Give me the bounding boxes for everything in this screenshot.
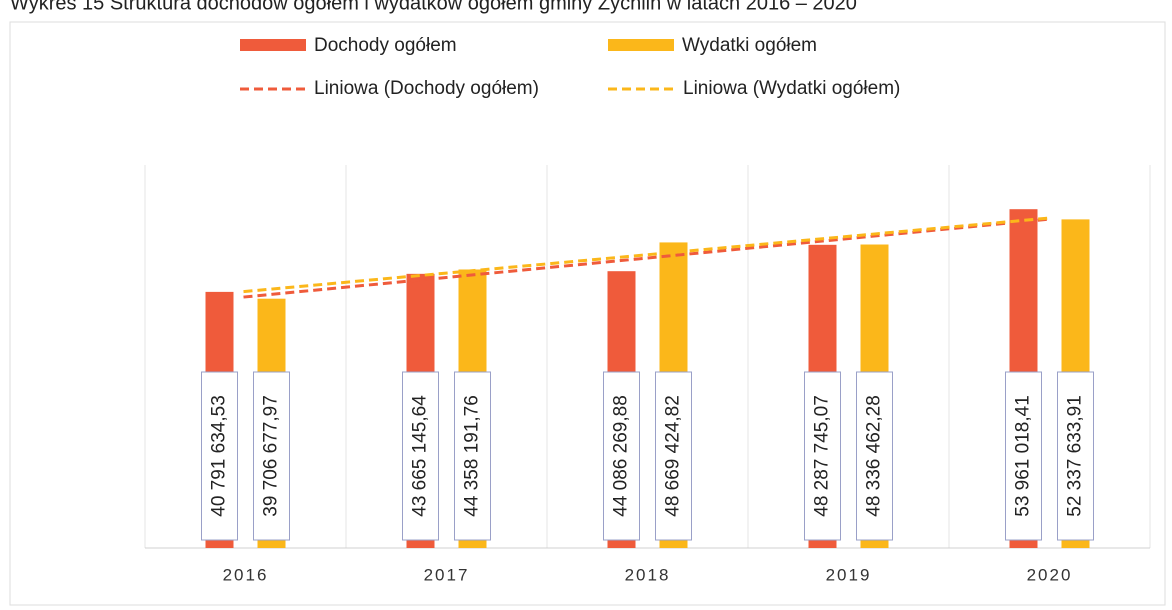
value-label-box [201,371,238,541]
x-tick-label: 2017 [424,565,470,584]
value-label-box [603,371,640,541]
value-label: 44 086 269,88 [611,395,632,517]
value-label-box [454,371,491,541]
value-label-box [1057,371,1094,541]
value-label: 52 337 633,91 [1065,395,1086,517]
value-label: 53 961 018,41 [1013,395,1034,517]
value-label-box [804,371,841,541]
value-label: 40 791 634,53 [209,395,230,517]
value-label-box [253,371,290,541]
value-label: 48 336 462,28 [864,395,885,517]
x-tick-label: 2019 [826,565,872,584]
legend-label: Dochody ogółem [314,35,457,56]
value-label: 43 665 145,64 [410,395,431,517]
legend-label: Wydatki ogółem [682,35,817,56]
value-label: 39 706 677,97 [261,395,282,517]
x-tick-label: 2016 [223,565,269,584]
trend-line [243,216,1048,294]
value-label: 48 669 424,82 [663,395,684,517]
legend-label: Liniowa (Wydatki ogółem) [683,78,900,99]
value-label-box [856,371,893,541]
legend-swatch [240,39,306,51]
value-label: 48 287 745,07 [812,395,833,517]
value-label-box [402,371,439,541]
legend-swatch [608,39,674,51]
value-label: 44 358 191,76 [462,395,483,517]
x-tick-label: 2020 [1027,565,1073,584]
value-label-box [1005,371,1042,541]
x-tick-label: 2018 [625,565,671,584]
frame [9,21,1166,606]
value-label-box [655,371,692,541]
legend-label: Liniowa (Dochody ogółem) [314,78,539,99]
chart-title: Wykres 15 Struktura dochodów ogółem i wy… [10,0,857,14]
trend-line [243,217,1048,299]
